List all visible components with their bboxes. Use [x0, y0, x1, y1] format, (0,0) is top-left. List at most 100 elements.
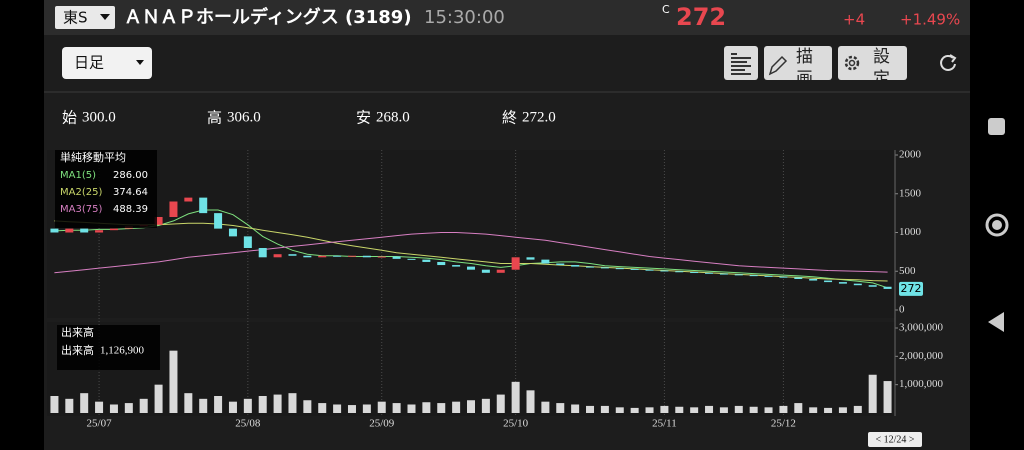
volume-bar — [214, 396, 223, 413]
volume-bar — [154, 384, 163, 413]
legend-name: MA1(5) — [60, 170, 96, 181]
x-tick-label: 25/11 — [652, 418, 677, 430]
x-tick-label: 25/12 — [771, 418, 796, 430]
period-select[interactable] — [62, 47, 152, 79]
candle-body — [333, 255, 342, 257]
volume-bar — [794, 403, 803, 413]
ma-line — [54, 220, 888, 282]
candle-body — [407, 258, 416, 260]
candle-body — [50, 228, 59, 233]
draw-label: 描画 — [796, 47, 813, 80]
volume-bar — [600, 405, 609, 413]
volume-bar — [779, 405, 788, 413]
x-tick-label: 25/10 — [503, 418, 529, 430]
candle-body — [109, 228, 118, 231]
y-tick-label: 2,000,000 — [899, 350, 944, 362]
candle-body — [467, 266, 475, 270]
volume-bar — [377, 401, 386, 413]
y-tick-label: 0 — [899, 304, 905, 316]
nav-back[interactable] — [988, 312, 1004, 332]
header-bar — [44, 0, 970, 35]
volume-bar — [95, 401, 104, 413]
stock-name: ＡＮＡＰホールディングス (3189) — [124, 6, 412, 28]
volume-bar — [556, 403, 565, 413]
volume-bar — [645, 407, 654, 413]
price-flag: C — [662, 3, 670, 16]
volume-bar — [734, 405, 743, 413]
volume-bar — [288, 393, 297, 413]
draw-label-box: 描画 — [796, 47, 813, 80]
price: 272 — [676, 3, 726, 31]
candle-body — [675, 271, 684, 273]
ohlc-label: 始 — [62, 109, 77, 127]
refresh-icon[interactable] — [940, 55, 956, 71]
draw-button[interactable] — [764, 46, 832, 80]
x-tick-label: 25/07 — [87, 418, 113, 430]
dropdown-arrow — [100, 14, 110, 20]
candle-body — [794, 277, 803, 279]
legend-value: 374.64 — [113, 187, 148, 198]
candle-body — [452, 265, 461, 267]
price-plot — [47, 150, 895, 318]
volume-bar — [347, 405, 356, 413]
candle-body — [600, 267, 609, 269]
settings-button[interactable] — [838, 46, 907, 80]
cursor-date-box — [868, 432, 922, 447]
volume-bar — [481, 398, 490, 413]
volume-bar — [719, 407, 728, 413]
y-tick-label: 3,000,000 — [899, 322, 944, 334]
candle-body — [734, 274, 743, 276]
dropdown-arrow — [136, 60, 144, 65]
volume-bar — [809, 407, 818, 413]
candle-body — [496, 269, 505, 273]
candle-body — [764, 275, 773, 277]
nav-home[interactable] — [985, 213, 1009, 237]
candle-body — [347, 255, 356, 257]
nav-home-dot — [992, 220, 1002, 230]
candle-body — [571, 265, 580, 267]
volume-bar — [764, 407, 773, 413]
candle-body — [362, 255, 371, 258]
candle-body — [199, 197, 208, 214]
candle-body — [809, 279, 818, 281]
candle-body — [541, 259, 550, 264]
candle-body — [481, 269, 490, 273]
ohlc-value: 272.0 — [522, 109, 556, 125]
volume-bar — [690, 407, 699, 413]
legend-value: 286.00 — [113, 170, 148, 181]
market-select[interactable] — [55, 6, 115, 29]
volume-bar — [273, 394, 282, 413]
candle-body — [65, 228, 74, 233]
volume-bar — [511, 381, 520, 413]
volume-bar — [258, 396, 267, 413]
ohlc-label: 高 — [207, 109, 222, 127]
volume-bar — [541, 401, 550, 413]
candle-body — [853, 283, 862, 286]
candle-body — [273, 254, 282, 258]
candle-body — [556, 263, 565, 266]
list-icon — [731, 53, 751, 75]
volume-bar — [169, 350, 178, 413]
ohlc-label: 安 — [356, 109, 371, 127]
change: +4 — [843, 11, 865, 29]
volume-bar — [362, 404, 371, 413]
candle-body — [749, 275, 758, 277]
volume-bar — [139, 398, 148, 413]
y-tick-label: 500 — [899, 265, 916, 277]
candle-body — [184, 197, 193, 202]
volume-bar — [526, 390, 535, 413]
volume-bar — [496, 394, 505, 413]
time: 15:30:00 — [424, 7, 505, 28]
volume-legend-value: 1,126,900 — [100, 345, 145, 357]
ma-legend-box — [55, 150, 157, 228]
volume-legend-box — [57, 325, 160, 370]
candle-body — [392, 256, 401, 259]
nav-recents[interactable] — [988, 118, 1005, 135]
candle-body — [258, 248, 267, 258]
candle-body — [645, 269, 654, 271]
x-tick-label: 25/09 — [369, 418, 395, 430]
legend-value: 488.39 — [113, 204, 148, 215]
volume-bar — [333, 404, 342, 413]
volume-bar — [80, 393, 89, 413]
candle-body — [705, 272, 714, 274]
